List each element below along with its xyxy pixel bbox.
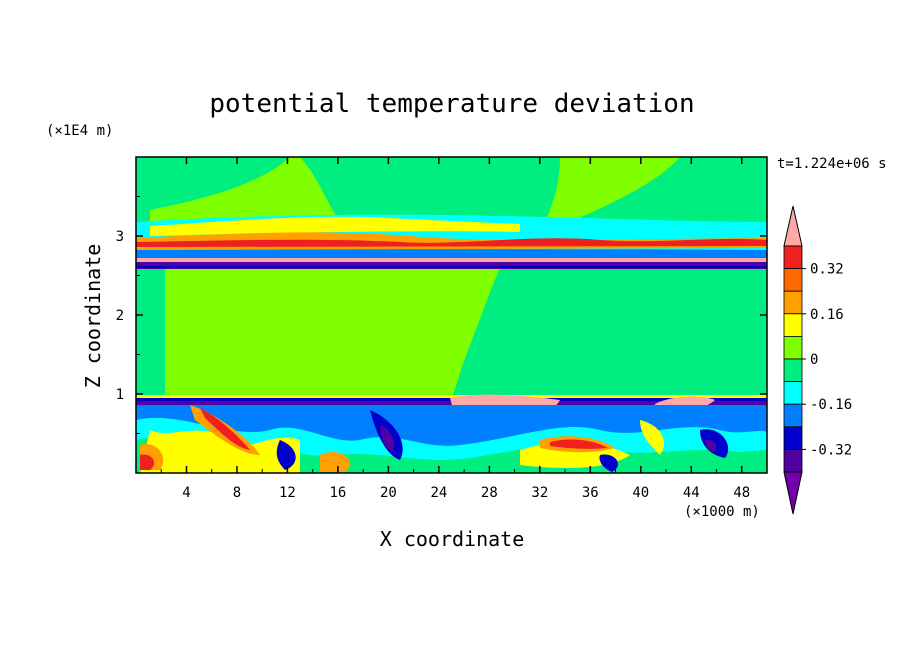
- x-tick-label: 44: [683, 485, 700, 501]
- y-axis-unit: (×1E4 m): [46, 123, 113, 139]
- colorbar-label: -0.32: [810, 442, 852, 458]
- x-axis-label: X coordinate: [380, 527, 525, 551]
- x-tick-label: 8: [233, 485, 241, 501]
- x-tick-label: 28: [481, 485, 498, 501]
- colorbar-band: [783, 290, 803, 315]
- colorbar-band: [783, 358, 803, 383]
- colorbar-band: [783, 403, 803, 428]
- x-axis-unit: (×1000 m): [684, 504, 760, 520]
- colorbar-band: [783, 335, 803, 360]
- lower-yellow-line: [136, 395, 767, 398]
- time-label: t=1.224e+06 s: [777, 156, 887, 172]
- turbulent-navy: [276, 410, 729, 472]
- upper-red-streak: [136, 238, 767, 247]
- colorbar-label: 0.32: [810, 262, 844, 278]
- contour-field: [136, 157, 767, 473]
- field-positive-middle: [165, 268, 500, 398]
- x-tick-label: 36: [582, 485, 599, 501]
- colorbar-label: -0.16: [810, 397, 852, 413]
- field-positive-upper: [150, 157, 340, 222]
- x-tick-label: 16: [329, 485, 346, 501]
- x-axis-ticks: 4 8 12 16 20 24 28 32 36 40 44 48: [160, 157, 750, 501]
- x-tick-label: 20: [380, 485, 397, 501]
- colorbar-label: 0: [810, 352, 818, 368]
- colorbar: [783, 205, 803, 515]
- colorbar-band: [783, 381, 803, 405]
- upper-blue-band: [136, 249, 767, 258]
- colorbar-band: [783, 426, 803, 450]
- upper-yellow-streak: [150, 216, 520, 236]
- x-tick-label: 32: [531, 485, 548, 501]
- colorbar-over-triangle: [783, 205, 803, 247]
- x-tick-label: 48: [733, 485, 750, 501]
- y-tick-label: 1: [116, 387, 124, 403]
- colorbar-label: 0.16: [810, 307, 844, 323]
- colorbar-labels: 0.32 0.16 0 -0.16 -0.32: [802, 262, 852, 458]
- x-tick-label: 12: [279, 485, 296, 501]
- colorbar-under-triangle: [783, 471, 803, 515]
- colorbar-band: [783, 313, 803, 337]
- upper-pink-band: [136, 258, 767, 262]
- x-tick-label: 24: [430, 485, 447, 501]
- colorbar-band: [783, 245, 803, 270]
- field-positive-top: [545, 157, 680, 222]
- colorbar-band: [783, 448, 803, 473]
- upper-navy-stripe: [136, 266, 767, 268]
- turbulent-yellow: [140, 420, 664, 473]
- x-tick-label: 40: [632, 485, 649, 501]
- y-axis-ticks: 1 2 3: [116, 196, 767, 434]
- y-tick-label: 2: [116, 308, 124, 324]
- turbulent-red: [140, 408, 608, 470]
- x-tick-label: 4: [182, 485, 190, 501]
- chart-title: potential temperature deviation: [209, 89, 694, 119]
- y-axis-label: Z coordinate: [81, 244, 105, 389]
- upper-purple-band: [136, 262, 767, 269]
- y-tick-label: 3: [116, 229, 124, 245]
- colorbar-band: [783, 268, 803, 292]
